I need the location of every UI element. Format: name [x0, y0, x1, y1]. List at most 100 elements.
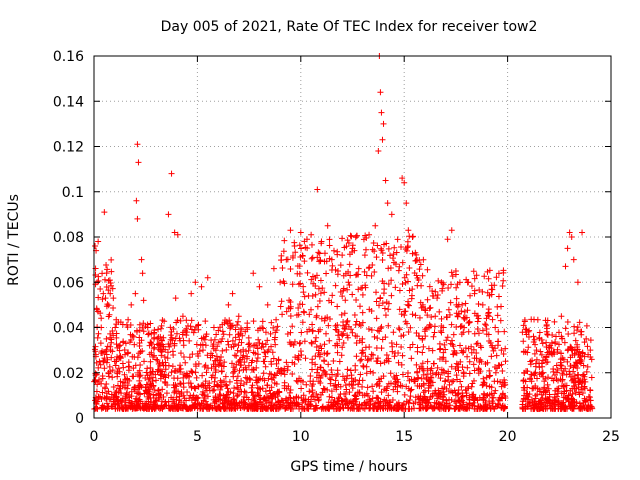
- data-point: [549, 400, 556, 407]
- data-point: [492, 387, 499, 394]
- data-point: [479, 382, 486, 389]
- data-point: [308, 276, 315, 283]
- data-point: [416, 314, 423, 321]
- data-point: [140, 320, 147, 327]
- data-point: [124, 350, 131, 357]
- data-point: [383, 387, 390, 394]
- data-point: [318, 238, 325, 245]
- data-point: [192, 279, 199, 286]
- data-point: [153, 397, 160, 404]
- data-point: [374, 242, 381, 249]
- data-point: [377, 325, 384, 332]
- data-point: [562, 325, 569, 332]
- data-point: [136, 321, 143, 328]
- data-point: [378, 247, 385, 254]
- data-point: [413, 330, 420, 337]
- data-point: [524, 403, 531, 410]
- data-point: [317, 277, 324, 284]
- data-point: [240, 381, 247, 388]
- data-point: [588, 356, 595, 363]
- data-point: [323, 351, 330, 358]
- data-point: [432, 313, 439, 320]
- data-point: [313, 312, 320, 319]
- data-point: [177, 362, 184, 369]
- data-point: [180, 337, 187, 344]
- data-point: [108, 354, 115, 361]
- data-point: [485, 331, 492, 338]
- data-point: [428, 374, 435, 381]
- data-point: [567, 404, 574, 411]
- data-point: [272, 329, 279, 336]
- data-point: [416, 332, 423, 339]
- data-point: [93, 359, 100, 366]
- data-point: [230, 364, 237, 371]
- data-point: [544, 325, 551, 332]
- data-point: [342, 401, 349, 408]
- data-point: [147, 381, 154, 388]
- data-point: [545, 351, 552, 358]
- x-tick-label: 0: [90, 429, 99, 445]
- data-point: [465, 320, 472, 327]
- data-point: [134, 215, 141, 222]
- data-point: [395, 359, 402, 366]
- data-point: [225, 397, 232, 404]
- data-point: [188, 368, 195, 375]
- data-point: [317, 290, 324, 297]
- data-point: [149, 374, 156, 381]
- data-point: [444, 236, 451, 243]
- data-point: [115, 343, 122, 350]
- data-point: [461, 308, 468, 315]
- data-point: [385, 322, 392, 329]
- data-point: [338, 331, 345, 338]
- data-point: [396, 306, 403, 313]
- data-point: [157, 325, 164, 332]
- data-point: [302, 398, 309, 405]
- x-tick-label: 10: [292, 429, 310, 445]
- data-point: [108, 404, 115, 411]
- data-point: [532, 395, 539, 402]
- data-point: [462, 345, 469, 352]
- data-point: [130, 373, 137, 380]
- data-point: [340, 285, 347, 292]
- data-point: [317, 374, 324, 381]
- data-point: [105, 313, 112, 320]
- data-point: [579, 229, 586, 236]
- data-point: [536, 360, 543, 367]
- data-point: [165, 402, 172, 409]
- data-point: [543, 359, 550, 366]
- data-point: [437, 375, 444, 382]
- y-tick-label: 0.14: [53, 94, 84, 110]
- data-point: [238, 339, 245, 346]
- data-point: [139, 270, 146, 277]
- data-point: [411, 376, 418, 383]
- data-point: [426, 396, 433, 403]
- data-point: [469, 402, 476, 409]
- data-point: [431, 323, 438, 330]
- data-point: [334, 349, 341, 356]
- data-point: [387, 370, 394, 377]
- data-point: [193, 341, 200, 348]
- data-point: [137, 391, 144, 398]
- data-point: [98, 396, 105, 403]
- data-point: [256, 392, 263, 399]
- data-point: [297, 348, 304, 355]
- data-point: [466, 394, 473, 401]
- data-point: [373, 254, 380, 261]
- data-point: [249, 382, 256, 389]
- data-point: [289, 370, 296, 377]
- data-point: [105, 302, 112, 309]
- data-point: [475, 300, 482, 307]
- data-point: [554, 367, 561, 374]
- data-point: [232, 334, 239, 341]
- data-point: [113, 316, 120, 323]
- data-point: [357, 357, 364, 364]
- data-point: [396, 287, 403, 294]
- data-point: [186, 404, 193, 411]
- data-point: [241, 359, 248, 366]
- data-point: [496, 397, 503, 404]
- data-point: [531, 316, 538, 323]
- data-point: [363, 390, 370, 397]
- data-point: [579, 389, 586, 396]
- data-point: [321, 386, 328, 393]
- data-point: [486, 398, 493, 405]
